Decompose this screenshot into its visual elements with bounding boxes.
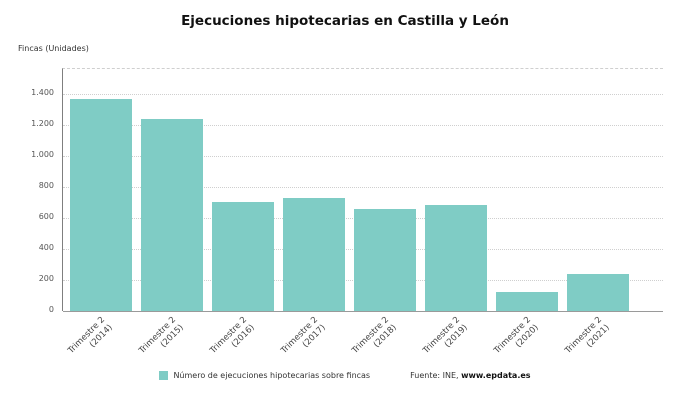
x-tick-label-line: (2017) bbox=[300, 322, 328, 350]
y-tick-label: 200 bbox=[38, 274, 54, 283]
bar-1 bbox=[140, 118, 203, 311]
y-tick-label: 1.200 bbox=[31, 119, 54, 128]
bar-3 bbox=[282, 197, 345, 311]
bar-7 bbox=[566, 273, 629, 311]
x-tick-label: Trimestre 2 (2018) bbox=[318, 315, 398, 395]
x-tick-label-line: (2015) bbox=[158, 322, 186, 350]
x-tick-label-line: (2020) bbox=[513, 322, 541, 350]
bar-6 bbox=[495, 291, 558, 311]
y-tick-label: 600 bbox=[38, 212, 54, 221]
plot-area bbox=[62, 68, 663, 312]
x-tick-label: Trimestre 2 (2020) bbox=[460, 315, 540, 395]
chart-title: Ejecuciones hipotecarias en Castilla y L… bbox=[181, 13, 509, 29]
y-tick-label: 0 bbox=[48, 305, 54, 314]
bar-2 bbox=[211, 201, 274, 311]
x-tick-label-line: (2019) bbox=[442, 322, 470, 350]
source-note: Fuente: INE, www.epdata.es bbox=[410, 371, 530, 380]
legend-item: Número de ejecuciones hipotecarias sobre… bbox=[159, 371, 370, 380]
gridline bbox=[63, 94, 663, 95]
y-axis-tick-labels: 0 200 400 600 800 1.000 1.200 1.400 bbox=[0, 0, 54, 406]
gridline bbox=[63, 156, 663, 157]
y-axis-unit-label: Fincas (Unidades) bbox=[18, 44, 89, 53]
x-tick-label-line: (2021) bbox=[584, 322, 612, 350]
bar-5 bbox=[424, 204, 487, 311]
bar-4 bbox=[353, 209, 416, 311]
chart-footer: Número de ejecuciones hipotecarias sobre… bbox=[0, 371, 690, 380]
legend-label: Número de ejecuciones hipotecarias sobre… bbox=[173, 371, 371, 380]
gridline bbox=[63, 125, 663, 126]
source-site: www.epdata.es bbox=[461, 371, 531, 380]
x-tick-label-line: (2016) bbox=[229, 322, 257, 350]
y-tick-label: 1.000 bbox=[31, 150, 54, 159]
y-tick-label: 800 bbox=[38, 181, 54, 190]
y-tick-label: 1.400 bbox=[31, 88, 54, 97]
gridline bbox=[63, 311, 663, 312]
x-tick-label-line: (2018) bbox=[371, 322, 399, 350]
x-tick-label: Trimestre 2 (2016) bbox=[176, 315, 256, 395]
y-tick-label: 400 bbox=[38, 243, 54, 252]
x-tick-label: Trimestre 2 (2021) bbox=[531, 315, 611, 395]
x-tick-label: Trimestre 2 (2017) bbox=[247, 315, 327, 395]
x-tick-label: Trimestre 2 (2019) bbox=[389, 315, 469, 395]
source-prefix: Fuente: INE, bbox=[410, 371, 462, 380]
gridline bbox=[63, 187, 663, 188]
legend-swatch bbox=[159, 371, 169, 380]
bar-0 bbox=[69, 99, 132, 311]
x-tick-label: Trimestre 2 (2015) bbox=[105, 315, 185, 395]
